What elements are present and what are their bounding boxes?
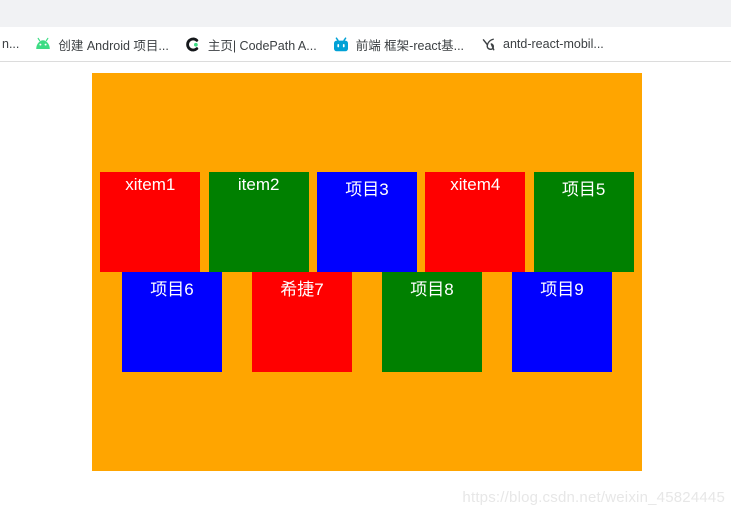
android-icon — [35, 36, 51, 52]
tab-strip — [0, 0, 731, 27]
bookmark-item-codepath[interactable]: 主页| CodePath A... — [177, 32, 325, 56]
bilibili-tv-icon — [333, 36, 349, 52]
flex-item: 项目5 — [533, 172, 634, 272]
codepath-icon — [185, 36, 201, 52]
bookmark-label: antd-react-mobil... — [503, 37, 604, 51]
flex-item: 项目6 — [122, 272, 222, 372]
flex-item: xitem4 — [425, 172, 526, 272]
flex-item: xitem1 — [100, 172, 201, 272]
bookmark-label: 创建 Android 项目... — [58, 38, 169, 53]
flex-item: 项目9 — [512, 272, 612, 372]
bookmark-item-antd[interactable]: antd-react-mobil... — [472, 32, 612, 56]
scribble-favicon-icon — [480, 36, 496, 52]
bookmarks-bar: n... 创建 Android 项目... 主页| — [0, 27, 731, 62]
flex-container: xitem1 item2 项目3 xitem4 项目5 项目6 希捷7 项目8 … — [92, 73, 642, 471]
flex-item: 希捷7 — [252, 272, 352, 372]
flex-item: item2 — [208, 172, 309, 272]
bookmark-item-bilibili[interactable]: 前端 框架-react基... — [325, 32, 472, 56]
bookmark-label: 前端 框架-react基... — [355, 38, 465, 53]
bookmark-label: n... — [2, 37, 20, 51]
bookmark-item-android[interactable]: 创建 Android 项目... — [27, 32, 176, 56]
bookmark-label: 主页| CodePath A... — [207, 38, 317, 53]
flex-item: 项目8 — [382, 272, 482, 372]
watermark-url: https://blog.csdn.net/weixin_45824445 — [462, 489, 725, 506]
bookmark-item-truncated[interactable]: n... — [2, 32, 27, 56]
flex-item: 项目3 — [316, 172, 417, 272]
